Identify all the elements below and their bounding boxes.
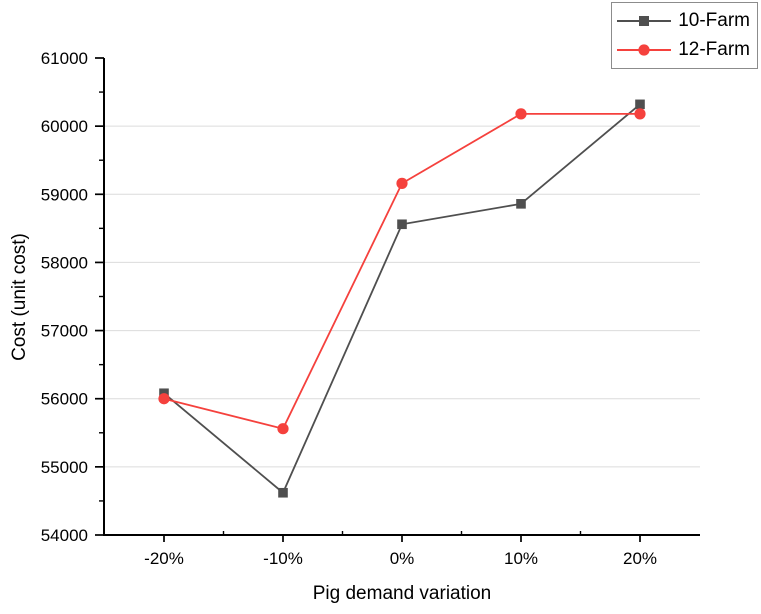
circle-marker-icon	[396, 177, 408, 189]
y-tick-label: 59000	[41, 185, 88, 204]
x-tick-label: -10%	[263, 549, 303, 568]
axis-ticks	[95, 57, 641, 542]
legend-item-10-farm: 10-Farm	[616, 8, 750, 34]
y-tick-label: 61000	[41, 49, 88, 68]
x-tick-label: -20%	[144, 549, 184, 568]
legend-line-square-icon	[617, 16, 672, 26]
y-tick-label: 57000	[41, 322, 88, 341]
legend-label: 12-Farm	[678, 39, 750, 60]
circle-marker-icon	[634, 108, 646, 120]
circle-marker-icon	[515, 108, 527, 120]
data-series	[158, 99, 646, 498]
tick-labels: 54000 55000 56000 57000 58000 59000 60000 61000…	[41, 49, 657, 568]
y-axis-title: Cost (unit cost)	[9, 233, 30, 361]
square-marker-icon	[635, 99, 645, 110]
series-line-12-farm	[163, 112, 640, 430]
x-tick-label: 10%	[504, 549, 538, 568]
legend-item-12-farm: 12-Farm	[616, 37, 750, 63]
legend-label: 10-Farm	[678, 10, 750, 31]
legend-line-circle-icon	[617, 44, 672, 56]
series-line-10-farm	[163, 103, 641, 495]
x-tick-label: 0%	[390, 549, 415, 568]
y-tick-label: 58000	[41, 253, 88, 272]
legend: 10-Farm 12-Farm	[611, 2, 758, 69]
square-marker-icon	[516, 199, 526, 209]
square-marker-icon	[278, 487, 288, 498]
gridlines	[105, 125, 700, 468]
x-tick-label: 20%	[623, 549, 657, 568]
y-tick-label: 54000	[41, 526, 88, 545]
x-axis-title: Pig demand variation	[312, 583, 492, 604]
circle-marker-icon	[277, 423, 289, 435]
y-tick-label: 55000	[41, 458, 88, 477]
circle-marker-icon	[158, 393, 170, 405]
y-tick-label: 60000	[41, 117, 88, 136]
square-marker-icon	[397, 219, 407, 230]
y-tick-label: 56000	[41, 390, 88, 409]
